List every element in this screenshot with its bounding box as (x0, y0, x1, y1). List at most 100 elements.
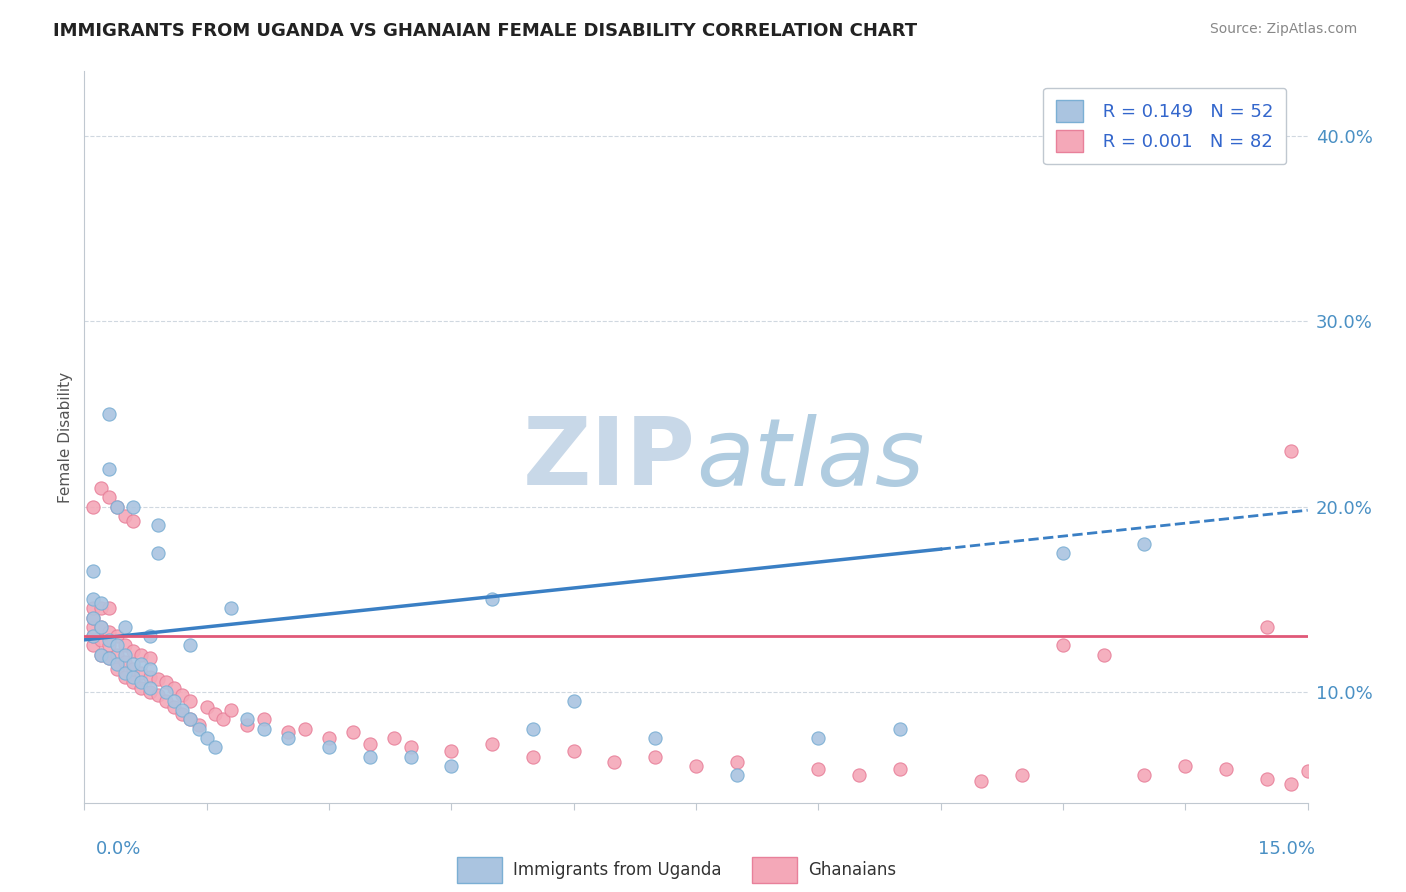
Point (187, 722, 209, 736)
Point (1296, 764, 1319, 779)
Point (644, 749, 666, 764)
Point (122, 670, 145, 684)
Text: Ghanaians: Ghanaians (808, 861, 897, 879)
Point (179, 713, 201, 727)
Point (172, 703, 194, 717)
Point (1052, 546, 1074, 560)
Point (122, 500, 145, 514)
Point (807, 731, 830, 745)
Point (848, 768, 870, 782)
Point (725, 755, 748, 769)
Point (97, 651, 120, 665)
Point (1313, 770, 1336, 784)
Point (82, 610, 104, 624)
Point (253, 722, 276, 736)
Point (122, 657, 145, 671)
Point (253, 713, 276, 727)
Point (82, 592, 104, 607)
Point (105, 639, 128, 653)
Point (644, 731, 666, 745)
Point (82, 620, 104, 634)
Point (219, 601, 242, 615)
Point (114, 639, 136, 653)
Point (131, 666, 153, 681)
Point (277, 731, 299, 745)
Point (97, 625, 120, 640)
Point (90, 601, 112, 615)
Point (219, 703, 242, 717)
Point (522, 749, 544, 764)
Point (105, 500, 128, 514)
Point (97, 490, 120, 504)
Point (440, 758, 463, 772)
Point (522, 722, 544, 736)
Point (114, 670, 136, 684)
Point (399, 749, 422, 764)
Point (1215, 763, 1237, 777)
Point (97, 601, 120, 615)
Y-axis label: Female Disability: Female Disability (58, 371, 73, 503)
Point (131, 657, 153, 671)
Point (97, 632, 120, 647)
Point (440, 744, 463, 758)
Point (146, 689, 169, 703)
Point (105, 629, 128, 643)
Point (82, 629, 104, 643)
Point (1279, 777, 1302, 791)
Point (82, 629, 104, 643)
Point (359, 737, 381, 751)
Point (82, 500, 104, 514)
Point (172, 689, 194, 703)
Point (1256, 620, 1278, 634)
Point (236, 713, 259, 727)
Point (155, 694, 177, 708)
Point (138, 684, 160, 698)
Point (90, 632, 112, 647)
Point (90, 648, 112, 662)
Point (90, 481, 112, 495)
Point (97, 651, 120, 665)
Point (481, 737, 503, 751)
Point (138, 670, 160, 684)
Point (114, 648, 136, 662)
Point (138, 681, 160, 695)
Point (204, 740, 226, 755)
Point (603, 755, 626, 769)
Point (97, 639, 120, 653)
Point (399, 740, 422, 755)
Point (204, 706, 226, 721)
Point (138, 663, 160, 677)
Point (195, 699, 218, 714)
Text: Immigrants from Uganda: Immigrants from Uganda (513, 861, 721, 879)
Point (195, 731, 218, 745)
Point (1174, 758, 1197, 772)
Point (114, 508, 136, 523)
Text: 15.0%: 15.0% (1257, 840, 1315, 858)
Point (155, 675, 177, 690)
Point (105, 648, 128, 662)
Point (236, 718, 259, 732)
Point (105, 663, 128, 677)
Point (889, 722, 911, 736)
Point (122, 663, 145, 677)
Point (90, 596, 112, 610)
Point (359, 749, 381, 764)
Point (82, 565, 104, 579)
Point (294, 722, 316, 736)
Point (179, 694, 201, 708)
Point (163, 694, 186, 708)
Point (889, 763, 911, 777)
Point (725, 768, 748, 782)
Point (105, 500, 128, 514)
Point (114, 666, 136, 681)
Point (1256, 772, 1278, 786)
Point (277, 725, 299, 739)
Point (481, 592, 503, 607)
Point (1279, 444, 1302, 458)
Point (97, 462, 120, 476)
Point (1133, 536, 1156, 550)
Point (212, 713, 235, 727)
Point (562, 744, 585, 758)
Text: IMMIGRANTS FROM UGANDA VS GHANAIAN FEMALE DISABILITY CORRELATION CHART: IMMIGRANTS FROM UGANDA VS GHANAIAN FEMAL… (53, 22, 918, 40)
Point (163, 699, 186, 714)
